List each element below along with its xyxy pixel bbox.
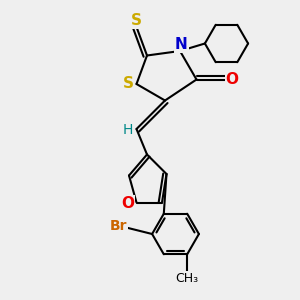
Text: S: S	[131, 13, 142, 28]
Text: O: O	[225, 72, 239, 87]
Text: Br: Br	[110, 220, 127, 233]
Text: O: O	[121, 196, 134, 211]
Text: H: H	[123, 124, 133, 137]
Text: S: S	[123, 76, 134, 92]
Text: CH₃: CH₃	[176, 272, 199, 285]
Text: N: N	[175, 37, 188, 52]
